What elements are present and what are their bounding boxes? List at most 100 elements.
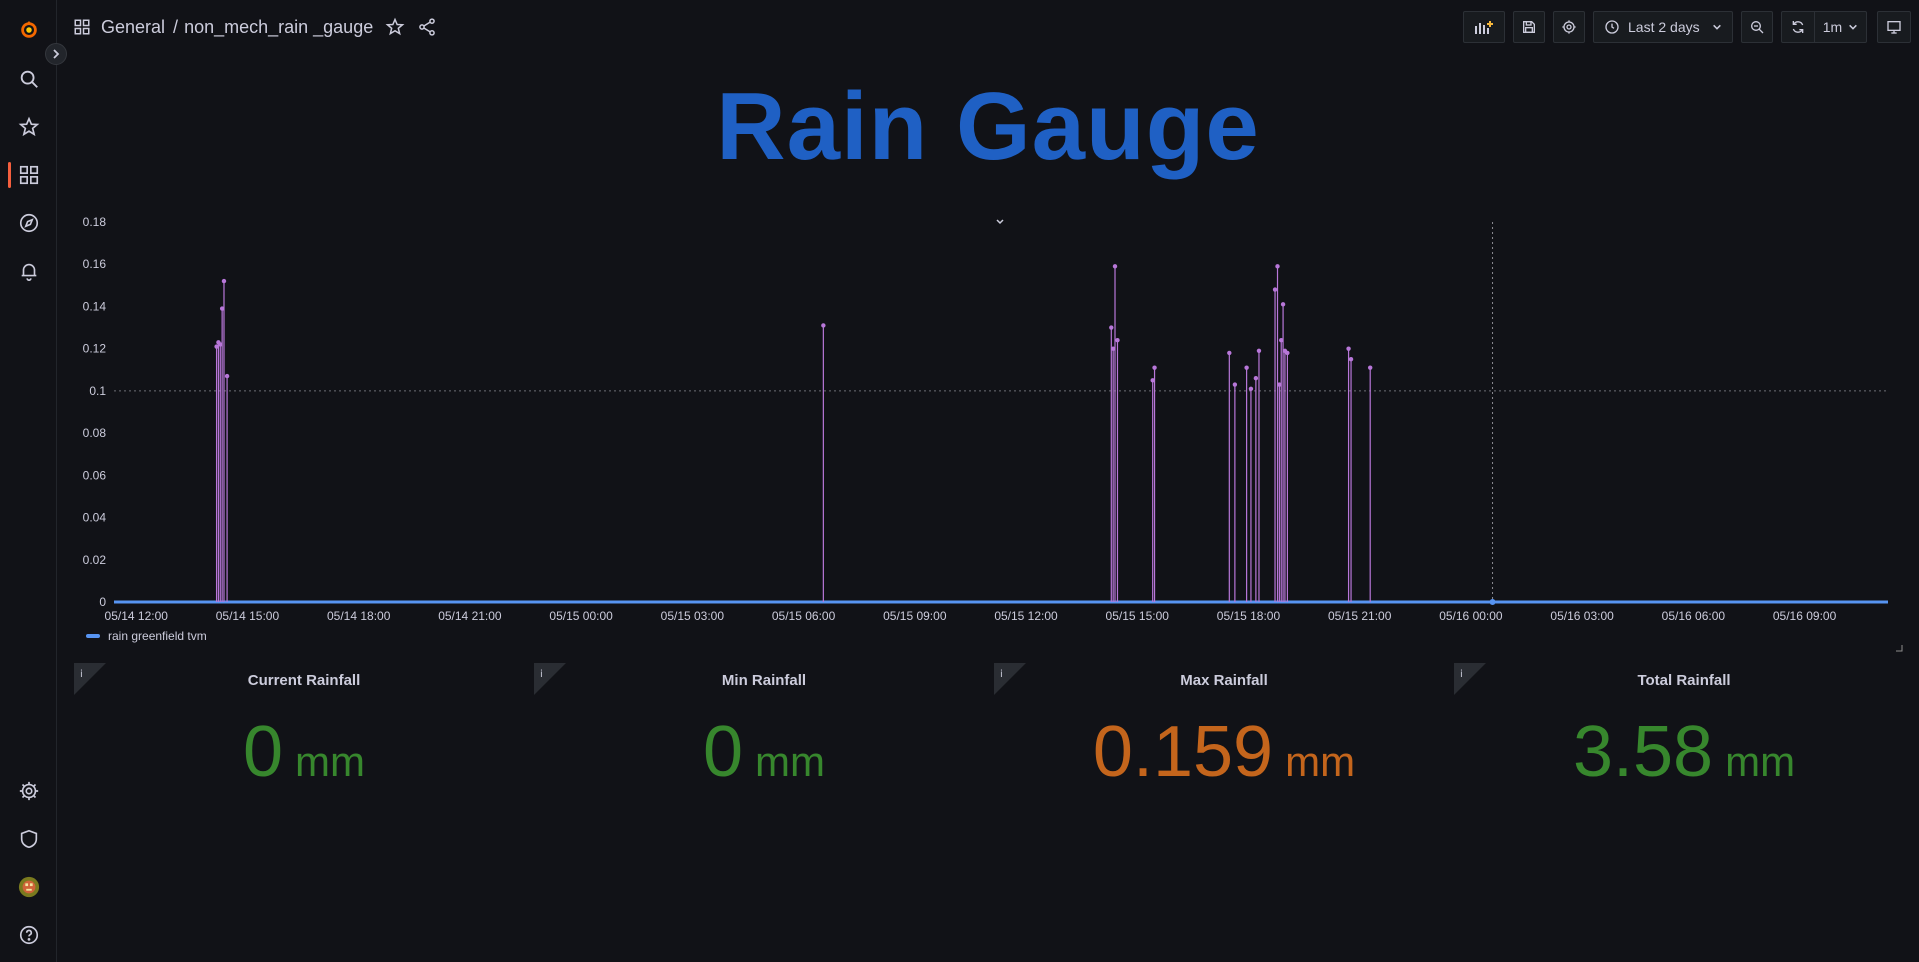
data-point	[1112, 264, 1118, 269]
stat-number: 0	[242, 712, 284, 792]
x-tick-label: 05/16 09:00	[1773, 609, 1837, 623]
share-icon[interactable]	[417, 17, 437, 37]
svg-text:i: i	[1460, 669, 1463, 680]
stat-value: 3.58 mm	[1454, 711, 1914, 793]
dashboard-toolbar: Last 2 days 1m	[1455, 10, 1911, 44]
data-point	[1279, 338, 1284, 343]
star-icon[interactable]	[0, 107, 57, 147]
star-icon[interactable]	[385, 17, 405, 37]
x-tick-label: 05/15 18:00	[1217, 609, 1281, 623]
stat-unit: mm	[1285, 738, 1356, 785]
data-point	[1232, 382, 1238, 387]
x-tick-label: 05/14 18:00	[327, 609, 391, 623]
search-icon[interactable]	[0, 59, 57, 99]
breadcrumb-dashboard[interactable]: non_mech_rain _gauge	[184, 16, 374, 37]
panel-info-icon[interactable]: i	[1454, 663, 1486, 695]
panel-info-icon[interactable]: i	[534, 663, 566, 695]
stat-panel-current-rainfall: i Current Rainfall 0 mm	[74, 663, 534, 793]
data-point	[1256, 348, 1262, 353]
x-tick-label: 05/15 00:00	[549, 609, 613, 623]
panel-menu-chevron-icon[interactable]	[994, 216, 1006, 228]
legend-label: rain greenfield tvm	[108, 629, 207, 643]
refresh-interval-picker[interactable]: 1m	[1815, 11, 1867, 43]
stat-value: 0 mm	[74, 711, 534, 793]
svg-text:i: i	[1000, 669, 1003, 680]
data-point	[221, 278, 227, 284]
data-point	[1348, 357, 1354, 362]
dashboard-title-panel: Rain Gauge	[716, 73, 1260, 180]
monitor-icon	[1887, 21, 1901, 34]
data-point	[1272, 287, 1278, 292]
x-tick-label: 05/15 03:00	[661, 609, 725, 623]
x-tick-label: 05/16 03:00	[1550, 609, 1614, 623]
avatar[interactable]	[0, 867, 57, 907]
grafana-logo-icon[interactable]	[0, 10, 57, 50]
dashboards-icon[interactable]	[0, 155, 57, 195]
chevron-right-icon	[53, 49, 60, 59]
explore-icon[interactable]	[0, 203, 57, 243]
svg-text:i: i	[80, 669, 83, 680]
crosshair-point	[1489, 599, 1496, 605]
data-point	[1227, 350, 1232, 356]
dashboard-settings-button[interactable]	[1553, 11, 1585, 43]
data-point	[1346, 346, 1351, 351]
stat-number: 0.159	[1092, 712, 1274, 792]
gear-icon	[1562, 20, 1576, 34]
chevron-down-icon	[1712, 24, 1721, 30]
x-tick-label: 05/15 06:00	[772, 609, 836, 623]
data-point	[1275, 264, 1280, 269]
refresh-group: 1m	[1781, 11, 1867, 43]
data-point	[1248, 386, 1254, 391]
y-tick-label: 0.12	[83, 342, 107, 356]
tv-mode-button[interactable]	[1877, 11, 1911, 43]
x-tick-label: 05/15 09:00	[883, 609, 947, 623]
add-panel-icon	[1475, 21, 1493, 34]
stat-value: 0 mm	[534, 711, 994, 793]
shield-icon[interactable]	[0, 819, 57, 859]
chevron-down-icon	[1849, 24, 1858, 30]
zoom-out-icon	[1751, 21, 1764, 34]
zoom-out-button[interactable]	[1741, 11, 1773, 43]
panel-info-icon[interactable]: i	[994, 663, 1026, 695]
y-tick-label: 0	[99, 595, 106, 609]
active-indicator	[8, 162, 11, 188]
data-point	[1244, 365, 1249, 370]
resize-handle-icon[interactable]	[1895, 644, 1903, 652]
data-point	[1115, 338, 1120, 343]
panel-info-icon[interactable]: i	[74, 663, 106, 695]
save-dashboard-button[interactable]	[1513, 11, 1545, 43]
expand-sidebar-button[interactable]	[45, 43, 67, 65]
stat-panel-max-rainfall: i Max Rainfall 0.159 mm	[994, 663, 1454, 793]
y-tick-label: 0.18	[83, 215, 107, 229]
stat-number: 3.58	[1572, 712, 1714, 792]
time-picker-button[interactable]: Last 2 days	[1593, 11, 1733, 43]
y-tick-label: 0.06	[83, 468, 107, 482]
stat-unit: mm	[295, 738, 366, 785]
stat-panel-total-rainfall: i Total Rainfall 3.58 mm	[1454, 663, 1914, 793]
breadcrumb-folder[interactable]: General	[101, 16, 166, 37]
help-icon[interactable]	[0, 915, 57, 955]
data-point	[224, 373, 230, 379]
refresh-button[interactable]	[1781, 11, 1815, 43]
stat-title: Current Rainfall	[247, 672, 361, 689]
bell-icon[interactable]	[0, 251, 57, 291]
legend-swatch	[86, 634, 100, 638]
x-tick-label: 05/15 12:00	[994, 609, 1058, 623]
data-point	[1109, 325, 1114, 330]
top-bar: General / non_mech_rain _gauge Last 2 da…	[57, 0, 1919, 54]
y-tick-label: 0.16	[83, 257, 107, 271]
x-tick-label: 05/14 15:00	[216, 609, 280, 623]
chart-legend[interactable]: rain greenfield tvm	[86, 629, 207, 643]
gear-icon[interactable]	[0, 771, 57, 811]
x-tick-label: 05/16 06:00	[1662, 609, 1726, 623]
x-tick-label: 05/16 00:00	[1439, 609, 1503, 623]
data-point	[1253, 376, 1259, 381]
add-panel-button[interactable]	[1463, 11, 1505, 43]
data-point	[821, 323, 826, 328]
y-tick-label: 0.14	[83, 299, 107, 313]
stat-panel-min-rainfall: i Min Rainfall 0 mm	[534, 663, 994, 793]
x-tick-label: 05/14 21:00	[438, 609, 502, 623]
data-point	[214, 344, 219, 349]
rain-chart[interactable]: 0 0.02 0.04 0.06 0.08 0.1 0.12 0.14 0.16 0.18 05/1…	[74, 206, 1908, 652]
y-tick-label: 0.04	[83, 511, 107, 525]
